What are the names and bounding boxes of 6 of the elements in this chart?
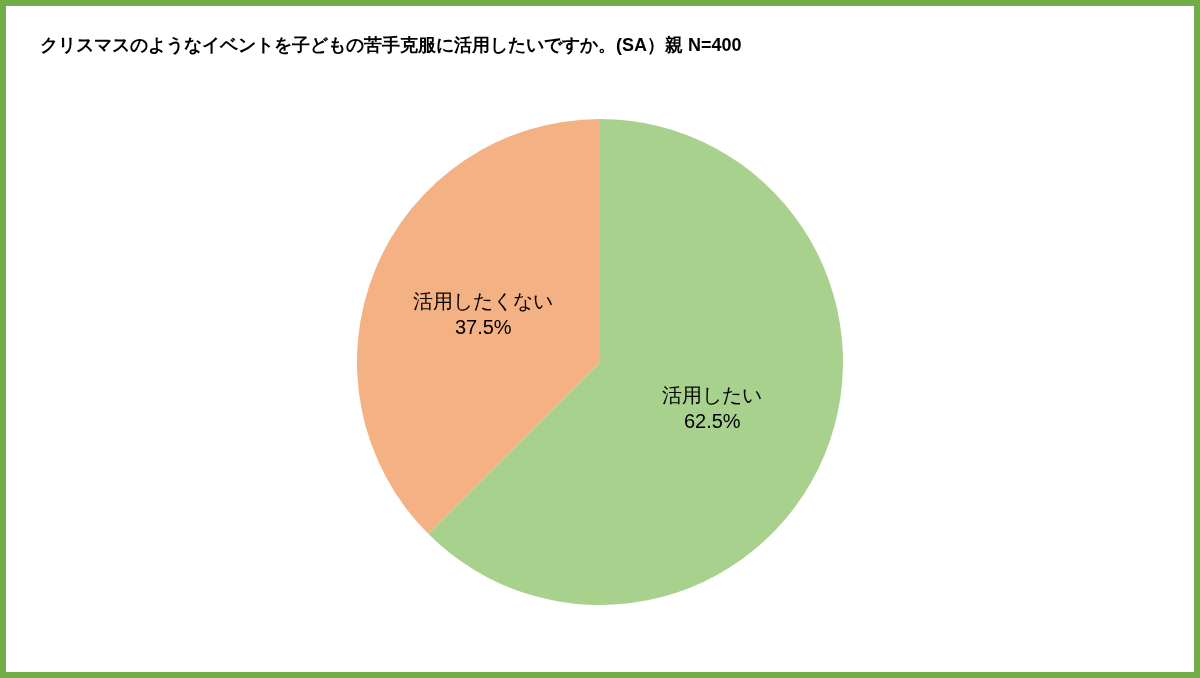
data-label: 62.5% — [683, 410, 741, 433]
pie-slice — [357, 119, 600, 534]
data-label: 37.5% — [454, 315, 512, 338]
slice-label: 活用したい — [662, 384, 763, 407]
slice-label: 活用したくない — [413, 289, 554, 312]
chart-title: クリスマスのようなイベントを子どもの苦手克服に活用したいですか。(SA）親 N=400 — [40, 35, 742, 56]
